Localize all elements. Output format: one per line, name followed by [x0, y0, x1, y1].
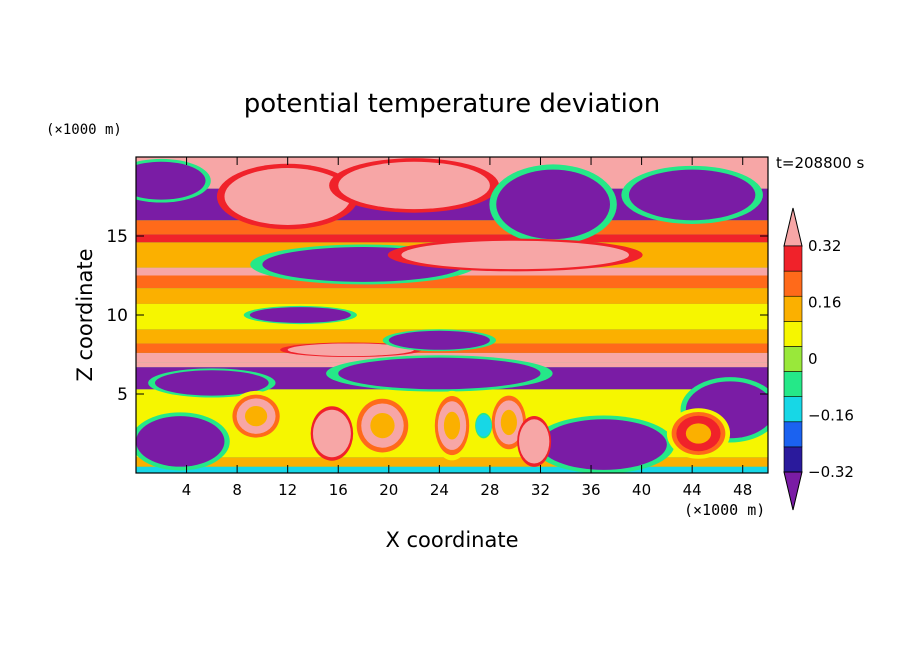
data-blob-14 — [532, 415, 675, 473]
blob-core-22 — [518, 419, 550, 464]
blob-core-0 — [136, 161, 206, 200]
colorbar-segment-7 — [783, 295, 803, 322]
data-band-8 — [136, 303, 768, 330]
ring-inner-17 — [443, 411, 461, 440]
colorbar-segment-4 — [783, 371, 803, 397]
x-axis: 4 8 12 16 20 24 28 32 36 40 44 48 — [182, 157, 752, 499]
colorbar: 0.32 0.16 0 −0.16 −0.32 — [783, 207, 854, 511]
y-tick-label: 15 — [106, 227, 128, 247]
x-tick-label: 48 — [733, 481, 752, 499]
data-band-9 — [136, 288, 768, 304]
blob-core-8 — [287, 343, 415, 357]
data-ring-16 — [352, 394, 413, 458]
y-axis: 5 10 15 — [106, 227, 768, 405]
data-band-1 — [136, 457, 768, 467]
blob-core-14 — [540, 419, 667, 470]
data-blob-21 — [310, 406, 354, 461]
ring-inner-15 — [244, 406, 268, 427]
x-tick-label: 8 — [232, 481, 242, 499]
chart-title: potential temperature deviation — [244, 89, 660, 119]
data-blob-10 — [326, 355, 553, 392]
data-blob-22 — [517, 415, 552, 467]
blob-core-11 — [154, 370, 269, 396]
colorbar-segment-1 — [783, 446, 803, 473]
y-tick-label: 10 — [106, 306, 128, 326]
ring-inner-18 — [500, 409, 517, 436]
x-tick-label: 20 — [379, 481, 398, 499]
data-blob-7 — [243, 305, 357, 325]
blob-core-7 — [249, 307, 351, 323]
data-features — [136, 158, 768, 473]
data-band-0 — [136, 466, 768, 473]
colorbar-label: −0.32 — [808, 463, 854, 481]
blob-core-3 — [496, 169, 610, 240]
x-axis-title: X coordinate — [385, 528, 518, 552]
data-ring-17 — [431, 390, 473, 461]
ring-inner-19 — [685, 423, 712, 444]
blob-core-6 — [401, 240, 629, 270]
colorbar-label: 0.32 — [808, 237, 841, 255]
ring-inner-16 — [370, 412, 395, 439]
x-tick-label: 32 — [531, 481, 550, 499]
data-blob-8 — [280, 342, 422, 358]
data-blob-4 — [621, 165, 763, 224]
data-blob-20 — [475, 412, 493, 439]
blob-core-2 — [338, 161, 490, 210]
blob-core-4 — [628, 169, 756, 221]
data-blob-9 — [382, 329, 496, 352]
plot-area — [136, 157, 768, 473]
y-tick-label: 5 — [117, 385, 128, 405]
blob-core-10 — [338, 357, 541, 390]
x-tick-label: 4 — [182, 481, 192, 499]
time-label: t=208800 s — [776, 154, 864, 172]
y-unit-label: (×1000 m) — [46, 122, 122, 138]
x-tick-label: 28 — [480, 481, 499, 499]
colorbar-label: −0.16 — [808, 407, 854, 425]
x-tick-label: 44 — [683, 481, 702, 499]
blob-core-21 — [312, 409, 351, 458]
colorbar-segment-3 — [783, 396, 803, 423]
colorbar-bottom-arrow — [783, 471, 803, 511]
x-tick-label: 24 — [430, 481, 449, 499]
colorbar-top-arrow — [783, 207, 803, 247]
blob-core-20 — [476, 414, 492, 437]
data-blob-11 — [148, 368, 276, 398]
data-blob-1 — [216, 163, 359, 230]
colorbar-segment-9 — [783, 245, 803, 272]
colorbar-label: 0.16 — [808, 294, 841, 312]
colorbar-segment-8 — [783, 270, 803, 297]
x-unit-label: (×1000 m) — [684, 501, 765, 519]
x-tick-label: 40 — [632, 481, 651, 499]
data-band-13 — [136, 234, 768, 243]
colorbar-segment-6 — [783, 321, 803, 347]
blob-core-13 — [136, 416, 225, 467]
data-blob-0 — [136, 158, 211, 203]
data-blob-2 — [329, 158, 500, 213]
colorbar-label: 0 — [808, 350, 818, 368]
x-tick-label: 36 — [581, 481, 600, 499]
data-band-10 — [136, 275, 768, 289]
data-blob-13 — [136, 412, 230, 471]
y-axis-title: Z coordinate — [73, 248, 97, 381]
colorbar-segment-5 — [783, 346, 803, 372]
data-ring-15 — [228, 390, 284, 442]
colorbar-segment-2 — [783, 421, 803, 448]
data-ring-19 — [666, 408, 731, 459]
data-blob-6 — [387, 238, 643, 272]
x-tick-label: 12 — [278, 481, 297, 499]
x-tick-label: 16 — [329, 481, 348, 499]
data-blob-3 — [489, 164, 617, 245]
blob-core-9 — [388, 330, 490, 350]
blob-core-1 — [224, 168, 351, 225]
